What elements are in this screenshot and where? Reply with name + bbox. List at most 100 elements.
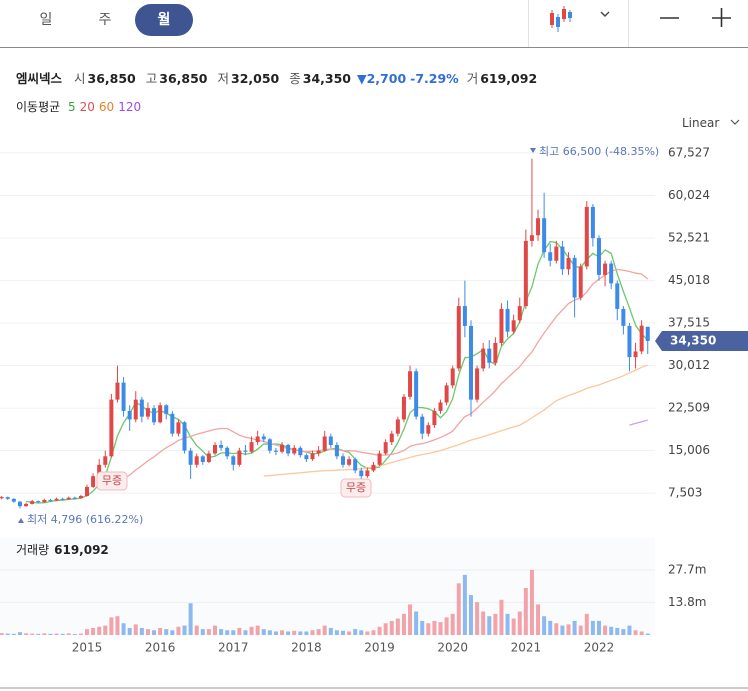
candle-body: [170, 413, 175, 434]
field-value: 36,850: [87, 71, 136, 86]
volume-bar: [42, 633, 47, 635]
y-tick-label: 37,515: [668, 316, 710, 330]
candle-body: [176, 422, 181, 434]
candle-body: [200, 456, 205, 462]
candle-body: [566, 257, 571, 270]
candle-body: [383, 442, 388, 454]
candle-body: [414, 371, 419, 417]
volume-bar: [548, 620, 553, 635]
volume-bar: [243, 630, 248, 635]
candle-body: [475, 368, 480, 400]
field-value: 34,350: [302, 71, 352, 86]
candle-body: [255, 436, 260, 443]
volume-bar: [609, 626, 614, 635]
volume-bar: [54, 633, 59, 635]
volume-bar: [340, 630, 345, 635]
candle-body: [590, 206, 595, 239]
volume-bar: [627, 625, 632, 635]
candle-body: [139, 399, 144, 417]
candle-body: [426, 425, 431, 434]
candle-body: [249, 442, 254, 452]
candle-body: [408, 371, 413, 397]
tab-month[interactable]: 월: [135, 4, 193, 36]
volume-bar: [414, 611, 419, 635]
volume-bar: [0, 633, 4, 635]
volume-bar: [225, 630, 230, 635]
tab-day[interactable]: 일: [39, 12, 53, 28]
y-tick-label: 22,509: [668, 401, 710, 415]
candle-body: [365, 470, 370, 477]
candle-body: [164, 405, 169, 414]
volume-bar: [164, 629, 169, 635]
candle-body: [72, 497, 77, 499]
min-annotation: 최저 4,796 (616.22%): [27, 513, 143, 526]
volume-bar: [359, 630, 364, 635]
candle-body: [286, 444, 291, 454]
candle-body: [0, 497, 4, 499]
volume-bar: [139, 627, 144, 635]
candle-body: [152, 408, 157, 423]
volume-bar: [542, 616, 547, 635]
volume-bar: [395, 618, 400, 635]
candle-body: [377, 453, 382, 465]
change-pct: -7.29%: [410, 71, 459, 86]
candle-body: [17, 501, 22, 507]
volume-bar: [109, 617, 114, 635]
volume-bar: [468, 595, 473, 635]
volume-bar: [408, 604, 413, 635]
candle-body: [273, 450, 278, 452]
volume-bar: [481, 611, 486, 635]
candle-body: [54, 498, 59, 501]
volume-bar: [493, 613, 498, 635]
volume-bar: [273, 631, 278, 635]
volume-bar: [60, 633, 65, 635]
volume-bar: [633, 630, 638, 635]
scale-label[interactable]: Linear: [682, 116, 720, 130]
change: ▼2,700: [357, 71, 407, 86]
candle-body: [85, 486, 89, 496]
volume-bar: [145, 629, 150, 635]
volume-bar: [66, 633, 71, 635]
event-badge: [340, 478, 372, 498]
candle-body: [280, 444, 285, 452]
volume-bar: [590, 620, 595, 635]
volume-bar: [115, 616, 120, 635]
volume-bar: [383, 623, 388, 635]
candle-body: [145, 408, 150, 417]
volume-bar: [36, 633, 41, 635]
field-value: 36,850: [159, 71, 208, 86]
volume-bar: [560, 625, 565, 635]
y-tick-label: 60,024: [668, 188, 710, 202]
candle-body: [505, 308, 510, 332]
y-tick-label: 27.7m: [668, 562, 706, 576]
scale-selector[interactable]: Linear: [682, 116, 741, 130]
candle-body: [462, 306, 467, 326]
zoom-out-button[interactable]: [658, 6, 682, 30]
volume-bar: [621, 629, 626, 635]
candle-body: [432, 410, 437, 426]
candle-body: [5, 497, 10, 499]
zoom-in-button[interactable]: [710, 6, 734, 30]
candle-body: [596, 238, 601, 275]
volume-title-text: 거래량: [16, 543, 49, 557]
chart-type-button[interactable]: [545, 4, 625, 34]
x-tick-label: 2019: [364, 641, 395, 655]
toolbar: 일 주 월: [0, 0, 748, 48]
field-label: 시: [74, 71, 86, 86]
volume-bar: [645, 633, 650, 635]
tab-week[interactable]: 주: [98, 12, 112, 28]
volume-bar: [91, 627, 96, 635]
volume-bar: [17, 632, 22, 635]
volume-bar: [103, 625, 108, 635]
candle-body: [66, 497, 71, 500]
field-label: 거: [466, 71, 479, 86]
ma-legend-item: 60: [98, 100, 115, 114]
chevron: [730, 119, 740, 125]
candle-body: [243, 450, 248, 452]
candle-body: [304, 455, 309, 460]
volume-bar: [377, 626, 382, 635]
candle-body: [115, 382, 120, 400]
candle-body: [359, 470, 364, 477]
volume-bar: [24, 633, 29, 635]
